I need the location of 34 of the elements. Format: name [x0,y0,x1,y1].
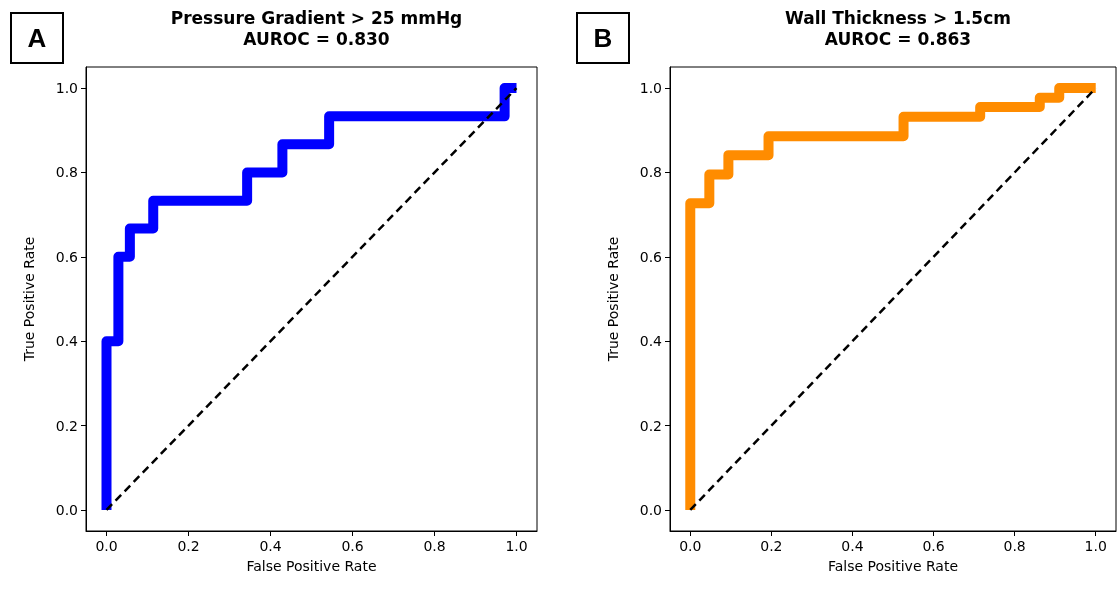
y-tick-label: 0.2 [639,417,662,434]
y-axis-title: True Positive Rate [21,236,37,363]
y-tick-label: 0.2 [55,417,78,434]
x-tick-label: 0.6 [922,538,945,554]
y-tick-label: 0.4 [55,333,79,350]
x-tick-label: 0.6 [341,538,364,554]
chart-subtitle: AUROC = 0.830 [243,28,390,49]
x-tick-label: 0.0 [679,538,702,554]
x-tick-label: 0.8 [423,538,446,554]
chart-subtitle: AUROC = 0.863 [824,28,972,49]
y-tick-label: 0.8 [639,164,662,181]
x-tick-label: 0.8 [1003,538,1026,554]
text: A [27,23,47,53]
x-tick-label: 0.2 [177,538,200,554]
x-axis-title: False Positive Rate [827,558,959,574]
y-tick-label: 1.0 [55,80,78,97]
x-axis-title: False Positive Rate [246,558,377,574]
y-tick-label: 0.8 [55,164,78,181]
chart-title: Pressure Gradient > 25 mmHg [170,7,463,28]
y-tick-label: 0.0 [639,501,662,518]
chart-title: Wall Thickness > 1.5cm [785,7,1011,28]
y-tick-label: 0.4 [639,333,663,350]
x-tick-label: 1.0 [1084,538,1107,554]
y-tick-label: 0.6 [639,248,663,265]
x-tick-label: 0.4 [841,538,864,554]
x-tick-label: 0.2 [760,538,783,554]
text: B [593,23,613,53]
y-axis-title: True Positive Rate [605,236,621,363]
y-tick-label: 0.6 [55,248,79,265]
y-tick-label: 1.0 [639,80,662,97]
y-tick-label: 0.0 [55,501,78,518]
x-tick-label: 1.0 [505,538,528,554]
x-tick-label: 0.4 [259,538,282,554]
x-tick-label: 0.0 [95,538,118,554]
